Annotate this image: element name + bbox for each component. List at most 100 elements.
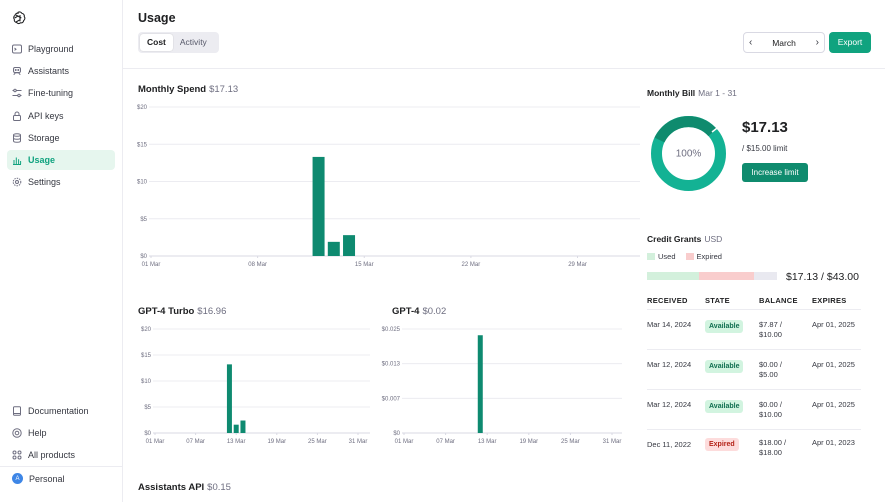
y-tick-label: $20: [137, 105, 148, 111]
table-row: Mar 14, 2024 Available $7.87 / $10.00 Ap…: [647, 309, 861, 349]
lifebuoy-icon: [12, 428, 22, 438]
sidebar-bottom-nav: Documentation Help All products: [7, 401, 115, 468]
expires-date: Apr 01, 2023: [812, 438, 855, 447]
lock-icon: [12, 111, 22, 121]
col-balance: BALANCE: [759, 296, 798, 305]
bar: [327, 241, 340, 256]
sidebar-item-fine-tuning[interactable]: Fine-tuning: [7, 83, 115, 103]
chart-title-text: Monthly Spend: [138, 84, 207, 95]
bill-range: Mar 1 - 31: [698, 88, 737, 98]
sidebar-item-usage[interactable]: Usage: [7, 149, 115, 170]
sidebar-item-settings[interactable]: Settings: [7, 172, 115, 192]
book-icon: [12, 406, 22, 416]
balance-total: $18.00: [759, 448, 782, 457]
grants-legend: Used Expired: [647, 252, 722, 261]
sidebar-item-playground[interactable]: Playground: [7, 39, 115, 59]
expires-date: Apr 01, 2025: [812, 400, 855, 409]
chevron-right-icon[interactable]: ›: [815, 37, 819, 48]
balance-used: $18.00 /: [759, 438, 787, 447]
x-tick-label: 25 Mar: [561, 439, 580, 445]
received-date: Mar 12, 2024: [647, 400, 692, 409]
tab-activity[interactable]: Activity: [179, 37, 207, 47]
sidebar-item-label: API keys: [28, 110, 64, 121]
grants-expired-segment: [699, 272, 754, 280]
bar: [312, 156, 325, 256]
y-tick-label: $15: [141, 353, 152, 359]
gpt4-turbo-title: GPT-4 Turbo $16.96: [138, 306, 226, 317]
sidebar-item-all-products[interactable]: All products: [7, 445, 115, 465]
grants-remaining-segment: [754, 272, 777, 280]
x-tick-label: 31 Mar: [603, 439, 622, 445]
monthly-spend-title: Monthly Spend $17.13: [138, 84, 238, 95]
grants-total: $17.13 / $43.00: [786, 271, 859, 283]
sidebar-item-help[interactable]: Help: [7, 423, 115, 443]
database-icon: [12, 132, 22, 143]
donut-over-limit-arc: [654, 116, 717, 143]
y-tick-label: $0.013: [382, 362, 401, 368]
export-button[interactable]: Export: [829, 32, 871, 53]
sidebar-item-documentation[interactable]: Documentation: [7, 401, 115, 421]
y-tick-label: $0: [393, 431, 400, 437]
tab-cost[interactable]: Cost: [140, 34, 173, 51]
page-title: Usage: [138, 11, 176, 25]
sidebar-item-api-keys[interactable]: API keys: [7, 106, 115, 126]
y-tick-label: $10: [137, 180, 148, 186]
bar: [343, 235, 356, 256]
x-tick-label: 08 Mar: [248, 262, 267, 268]
sidebar-item-assistants[interactable]: Assistants: [7, 61, 115, 81]
chart-title-text: GPT-4 Turbo: [138, 306, 195, 317]
x-tick-label: 01 Mar: [146, 439, 165, 445]
status-badge: Expired: [705, 438, 739, 451]
x-tick-label: 29 Mar: [568, 262, 587, 268]
received-date: Mar 14, 2024: [647, 320, 692, 329]
balance-total: $10.00: [759, 410, 782, 419]
expires-date: Apr 01, 2025: [812, 320, 855, 329]
legend-used-swatch: [647, 253, 655, 260]
status-badge: Available: [705, 320, 744, 333]
y-tick-label: $0: [144, 431, 151, 437]
received-date: Mar 12, 2024: [647, 360, 692, 369]
monthly-bill-title: Monthly Bill Mar 1 - 31: [647, 88, 737, 98]
monthly-spend-chart: $20 $15 $10 $5 $0 01 Mar 08 Mar 15 Mar 22 Mar 29 …: [137, 105, 640, 268]
bar: [477, 335, 483, 433]
bill-limit: / $15.00 limit: [742, 144, 788, 153]
status-badge: Available: [705, 400, 744, 413]
table-row: Mar 12, 2024 Available $0.00 / $5.00 Apr…: [647, 349, 861, 389]
sidebar: Playground Assistants Fine-tuning API ke…: [0, 0, 123, 502]
sidebar-nav: Playground Assistants Fine-tuning API ke…: [7, 39, 115, 194]
x-tick-label: 22 Mar: [462, 262, 481, 268]
x-tick-label: 01 Mar: [142, 262, 161, 268]
sidebar-item-storage[interactable]: Storage: [7, 128, 115, 148]
balance-used: $0.00 /: [759, 360, 782, 369]
y-tick-label: $20: [141, 327, 152, 333]
bar-chart-icon: [12, 155, 22, 165]
chart-title-text: GPT-4: [392, 306, 420, 317]
robot-icon: [12, 66, 22, 76]
chevron-left-icon[interactable]: ‹: [749, 37, 753, 48]
sidebar-divider: [0, 466, 123, 467]
gpt4-title: GPT-4 $0.02: [392, 306, 446, 317]
col-expires: EXPIRES: [812, 296, 847, 305]
x-tick-label: 15 Mar: [355, 262, 374, 268]
account-switcher[interactable]: A Personal: [12, 473, 65, 484]
gpt4-chart: $0.025 $0.013 $0.007 $0 01 Mar 07 Mar 13 Mar 19…: [382, 327, 622, 445]
balance-total: $10.00: [759, 330, 782, 339]
gear-icon: [12, 177, 22, 187]
balance-used: $7.87 /: [759, 320, 782, 329]
chart-amount: $0.02: [422, 306, 447, 317]
grid-icon: [12, 450, 22, 460]
month-label: March: [772, 37, 796, 48]
terminal-icon: [12, 44, 22, 54]
y-tick-label: $5: [140, 217, 147, 223]
x-tick-label: 19 Mar: [519, 439, 538, 445]
balance-total: $5.00: [759, 370, 778, 379]
x-tick-label: 13 Mar: [227, 439, 246, 445]
header-divider: [123, 68, 885, 69]
legend-expired-swatch: [685, 253, 694, 260]
increase-limit-button[interactable]: Increase limit: [742, 163, 808, 182]
col-state: STATE: [705, 296, 730, 305]
grants-currency: USD: [704, 234, 723, 244]
chart-amount: $0.15: [207, 482, 231, 493]
balance-used: $0.00 /: [759, 400, 782, 409]
openai-logo-icon[interactable]: [10, 10, 26, 26]
